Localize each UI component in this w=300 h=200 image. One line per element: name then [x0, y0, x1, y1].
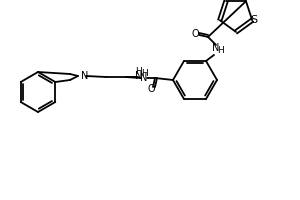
Text: H: H — [136, 66, 142, 75]
Text: N: N — [212, 43, 220, 53]
Text: N: N — [140, 73, 148, 83]
Text: S: S — [250, 15, 258, 25]
Text: O: O — [191, 29, 199, 39]
Text: O: O — [147, 84, 155, 94]
Text: N: N — [135, 71, 143, 81]
Text: H: H — [141, 68, 147, 77]
Text: H: H — [218, 46, 224, 55]
Text: N: N — [81, 71, 88, 81]
